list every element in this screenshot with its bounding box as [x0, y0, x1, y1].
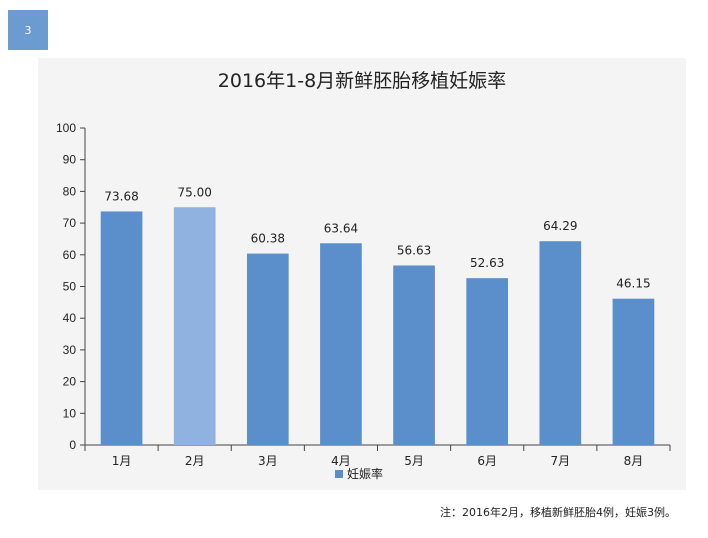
chart-title: 2016年1-8月新鲜胚胎移植妊娠率 [217, 70, 507, 92]
x-tick-label: 7月 [550, 454, 570, 468]
bar [246, 253, 289, 445]
x-tick-label: 5月 [404, 454, 424, 468]
y-tick-label: 0 [69, 438, 76, 452]
slide-number-badge: 3 [8, 10, 48, 50]
data-label: 60.38 [251, 232, 285, 246]
bar [612, 298, 655, 445]
data-label: 52.63 [470, 256, 504, 270]
y-tick-label: 90 [63, 153, 77, 167]
bar [100, 211, 143, 445]
footnote: 注：2016年2月，移植新鲜胚胎4例，妊娠3例。 [440, 506, 676, 519]
y-axis: 0 10 20 30 40 50 60 70 80 90 100 [56, 121, 86, 452]
x-tick-label: 8月 [624, 454, 644, 468]
y-tick-label: 30 [63, 343, 77, 357]
data-label: 64.29 [543, 219, 577, 233]
data-label: 73.68 [104, 189, 138, 203]
x-tick-label: 2月 [185, 454, 205, 468]
data-label: 63.64 [324, 221, 358, 235]
legend-swatch [335, 470, 343, 478]
y-tick-label: 70 [63, 216, 77, 230]
x-axis: 1月 2月 3月 4月 5月 6月 7月 8月 [84, 444, 671, 468]
x-tick-label: 1月 [112, 454, 132, 468]
x-tick-label: 3月 [258, 454, 278, 468]
x-tick-label: 6月 [477, 454, 497, 468]
bar-series: 73.68 75.00 60.38 63.64 56.63 52.63 64.29 46.15 [100, 185, 655, 445]
bar [320, 243, 362, 445]
data-label: 56.63 [397, 243, 431, 257]
bar [466, 278, 509, 445]
y-tick-label: 50 [63, 280, 77, 294]
bar [539, 241, 582, 445]
data-label: 75.00 [178, 185, 212, 199]
bar [393, 265, 435, 445]
y-tick-label: 100 [56, 121, 76, 135]
legend: 妊娠率 [335, 466, 383, 481]
y-tick-label: 20 [63, 375, 77, 389]
y-tick-label: 80 [63, 184, 77, 198]
data-label: 46.15 [616, 277, 650, 291]
legend-label: 妊娠率 [347, 466, 383, 481]
x-tick-label: 4月 [331, 454, 351, 468]
bar [173, 207, 216, 445]
y-tick-label: 40 [63, 311, 77, 325]
y-tick-label: 10 [63, 406, 77, 420]
y-tick-label: 60 [63, 248, 77, 262]
